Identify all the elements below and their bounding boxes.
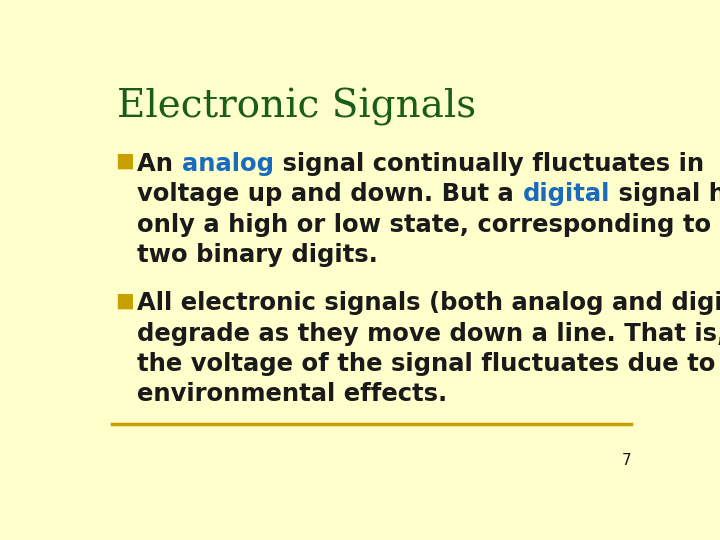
Text: environmental effects.: environmental effects. [138,382,448,407]
Text: ■: ■ [115,292,134,310]
Text: the voltage of the signal fluctuates due to: the voltage of the signal fluctuates due… [138,352,716,376]
Text: degrade as they move down a line. That is,: degrade as they move down a line. That i… [138,322,720,346]
Text: signal continually fluctuates in: signal continually fluctuates in [274,152,704,176]
Text: voltage up and down. But a: voltage up and down. But a [138,183,523,206]
Text: ■: ■ [115,152,134,171]
Text: An: An [138,152,182,176]
Text: 7: 7 [621,453,631,468]
Text: only a high or low state, corresponding to the: only a high or low state, corresponding … [138,213,720,237]
Text: two binary digits.: two binary digits. [138,243,378,267]
Text: analog: analog [182,152,274,176]
Text: digital: digital [523,183,610,206]
Text: All electronic signals (both analog and digital): All electronic signals (both analog and … [138,292,720,315]
Text: Electronic Signals: Electronic Signals [117,87,476,126]
Text: signal has: signal has [610,183,720,206]
